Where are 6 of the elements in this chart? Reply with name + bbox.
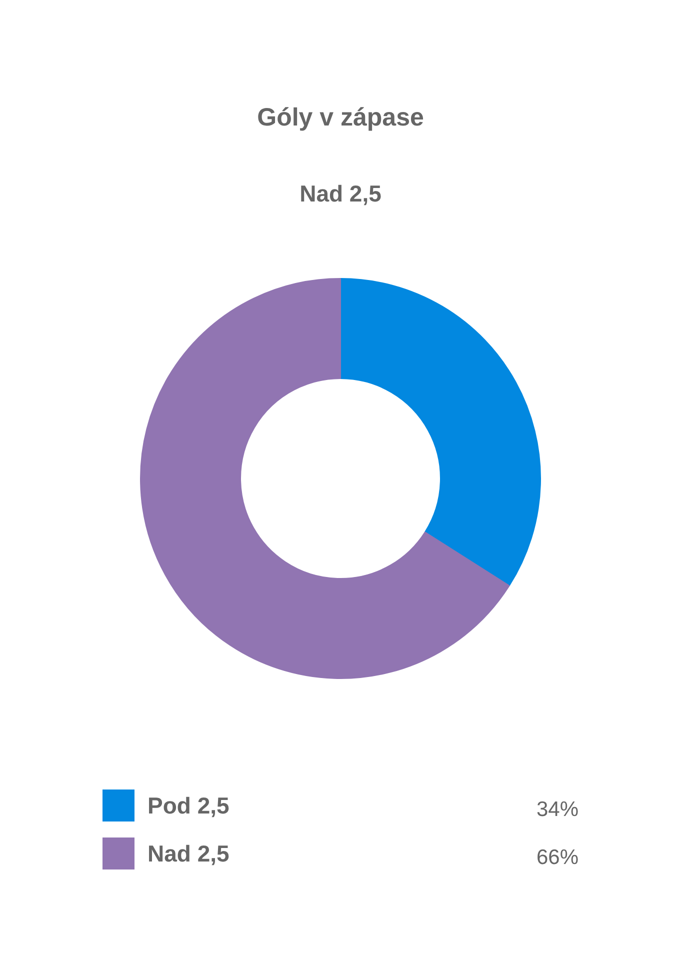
legend-label: Nad 2,5 bbox=[148, 840, 230, 866]
chart-subtitle: Nad 2,5 bbox=[300, 180, 382, 206]
data-label: 34% bbox=[536, 798, 578, 821]
legend-label: Pod 2,5 bbox=[148, 792, 230, 818]
data-label: 66% bbox=[536, 846, 578, 869]
chart-title: Góly v zápase bbox=[257, 104, 424, 132]
